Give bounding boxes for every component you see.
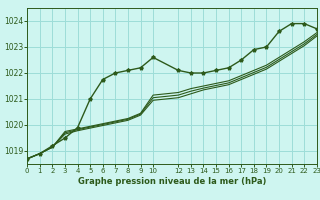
X-axis label: Graphe pression niveau de la mer (hPa): Graphe pression niveau de la mer (hPa) <box>78 177 266 186</box>
